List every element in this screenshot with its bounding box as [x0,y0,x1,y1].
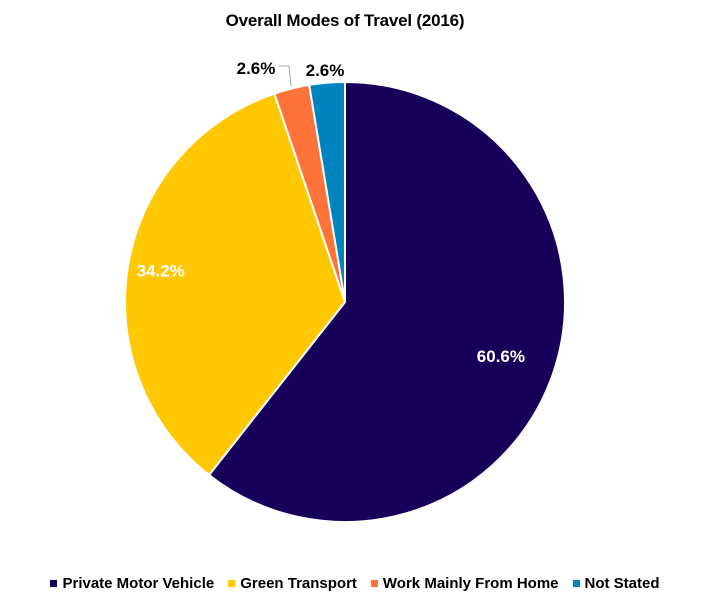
legend-swatch [370,579,378,587]
legend-swatch [50,579,58,587]
legend-swatch [572,579,580,587]
pie-slice-not-stated [308,80,346,303]
data-label-private-motor-vehicle: 60.6% [477,347,525,366]
data-label-not-stated: 2.6% [306,61,345,80]
legend-label: Green Transport [240,574,357,592]
legend-item-private-motor-vehicle: Private Motor Vehicle [50,575,214,592]
legend-item-not-stated: Not Stated [572,574,660,592]
legend-label: Work Mainly From Home [382,574,559,592]
data-label-work-mainly-from-home: 2.6% [237,59,276,78]
pie-slices [124,80,567,523]
data-labels: 60.6% 34.2% 2.6% 2.6% [137,59,525,366]
data-label-green-transport: 34.2% [137,261,185,280]
legend-swatch [228,579,236,587]
pie-slice-green-transport [124,92,347,477]
legend-label: Not Stated [584,574,660,592]
pie-slice-private-motor-vehicle [207,80,567,523]
legend: Private Motor Vehicle Green Transport Work… [0,572,710,594]
leader-line [279,65,292,87]
legend-item-work-mainly-from-home: Work Mainly From Home [370,574,559,592]
legend-item-green-transport: Green Transport [228,575,357,592]
legend-label: Private Motor Vehicle [62,574,215,592]
chart-title: Overall Modes of Travel (2016) [225,11,465,30]
